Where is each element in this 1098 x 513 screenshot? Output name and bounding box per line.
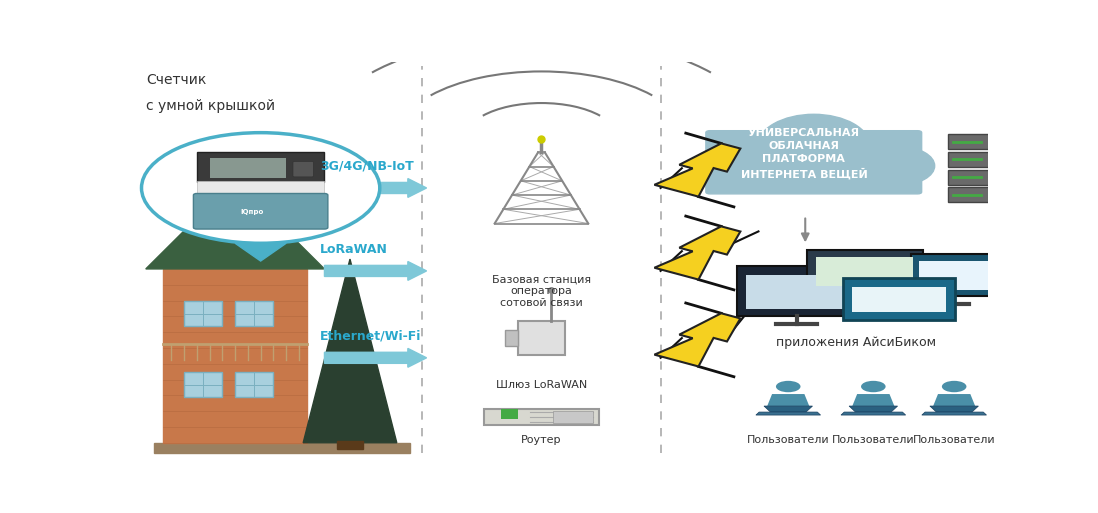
Text: Пользователи: Пользователи bbox=[912, 435, 996, 445]
Polygon shape bbox=[755, 412, 820, 415]
FancyBboxPatch shape bbox=[948, 134, 1004, 149]
Polygon shape bbox=[841, 412, 906, 415]
Text: с умной крышкой: с умной крышкой bbox=[146, 99, 274, 113]
FancyBboxPatch shape bbox=[235, 371, 273, 398]
Circle shape bbox=[942, 381, 966, 392]
Text: Ethernet/Wi-Fi: Ethernet/Wi-Fi bbox=[321, 329, 422, 343]
Ellipse shape bbox=[762, 152, 865, 189]
Polygon shape bbox=[764, 406, 813, 412]
FancyBboxPatch shape bbox=[553, 411, 593, 423]
FancyBboxPatch shape bbox=[816, 258, 914, 286]
Text: Базовая станция
оператора
сотовой связи: Базовая станция оператора сотовой связи bbox=[492, 275, 591, 308]
FancyBboxPatch shape bbox=[154, 443, 410, 452]
Polygon shape bbox=[933, 394, 975, 406]
FancyBboxPatch shape bbox=[293, 162, 313, 177]
FancyBboxPatch shape bbox=[505, 330, 518, 346]
FancyBboxPatch shape bbox=[192, 194, 211, 226]
Polygon shape bbox=[768, 394, 809, 406]
FancyBboxPatch shape bbox=[843, 278, 954, 320]
FancyArrow shape bbox=[325, 262, 426, 280]
FancyBboxPatch shape bbox=[911, 254, 997, 296]
Ellipse shape bbox=[819, 131, 908, 181]
FancyBboxPatch shape bbox=[193, 193, 328, 229]
Polygon shape bbox=[922, 412, 986, 415]
Text: Пользователи: Пользователи bbox=[747, 435, 830, 445]
FancyBboxPatch shape bbox=[948, 187, 1004, 203]
FancyBboxPatch shape bbox=[706, 131, 921, 194]
FancyBboxPatch shape bbox=[502, 409, 518, 419]
Ellipse shape bbox=[757, 114, 871, 180]
Circle shape bbox=[776, 381, 800, 392]
Text: УНИВЕРСАЛЬНАЯ
ОБЛАЧНАЯ
ПЛАТФОРМА
ИНТЕРНЕТА ВЕЩЕЙ: УНИВЕРСАЛЬНАЯ ОБЛАЧНАЯ ПЛАТФОРМА ИНТЕРНЕ… bbox=[740, 128, 867, 180]
FancyBboxPatch shape bbox=[210, 159, 287, 178]
FancyBboxPatch shape bbox=[235, 301, 273, 326]
Text: LoRaWAN: LoRaWAN bbox=[321, 243, 388, 255]
FancyArrow shape bbox=[325, 348, 426, 367]
Polygon shape bbox=[930, 406, 978, 412]
FancyBboxPatch shape bbox=[807, 250, 922, 292]
FancyBboxPatch shape bbox=[919, 262, 989, 290]
FancyBboxPatch shape bbox=[197, 181, 324, 196]
Text: приложения АйсиБиком: приложения АйсиБиком bbox=[776, 336, 937, 349]
Text: 3G/4G/NB-IoT: 3G/4G/NB-IoT bbox=[321, 160, 414, 173]
Text: IQпро: IQпро bbox=[240, 209, 264, 214]
FancyBboxPatch shape bbox=[484, 409, 598, 425]
Ellipse shape bbox=[693, 147, 762, 185]
Ellipse shape bbox=[720, 131, 809, 181]
FancyBboxPatch shape bbox=[184, 371, 222, 398]
FancyBboxPatch shape bbox=[852, 287, 945, 312]
FancyBboxPatch shape bbox=[948, 169, 1004, 185]
Polygon shape bbox=[654, 226, 740, 280]
Polygon shape bbox=[146, 180, 325, 269]
FancyBboxPatch shape bbox=[518, 321, 564, 355]
Polygon shape bbox=[235, 243, 287, 261]
Circle shape bbox=[142, 133, 380, 243]
FancyBboxPatch shape bbox=[737, 266, 856, 315]
FancyBboxPatch shape bbox=[337, 441, 362, 449]
Text: Счетчик: Счетчик bbox=[146, 73, 206, 87]
Polygon shape bbox=[303, 259, 396, 443]
Text: Роутер: Роутер bbox=[522, 435, 562, 445]
Text: Пользователи: Пользователи bbox=[832, 435, 915, 445]
FancyBboxPatch shape bbox=[184, 301, 222, 326]
Polygon shape bbox=[852, 394, 895, 406]
FancyBboxPatch shape bbox=[747, 274, 848, 309]
FancyBboxPatch shape bbox=[197, 152, 324, 182]
FancyArrow shape bbox=[325, 179, 426, 198]
Ellipse shape bbox=[865, 147, 934, 185]
Polygon shape bbox=[849, 406, 897, 412]
Text: Шлюз LoRaWAN: Шлюз LoRaWAN bbox=[496, 380, 587, 389]
Polygon shape bbox=[654, 313, 740, 366]
Circle shape bbox=[861, 381, 886, 392]
FancyBboxPatch shape bbox=[948, 152, 1004, 167]
FancyBboxPatch shape bbox=[163, 269, 307, 443]
Polygon shape bbox=[654, 144, 740, 196]
